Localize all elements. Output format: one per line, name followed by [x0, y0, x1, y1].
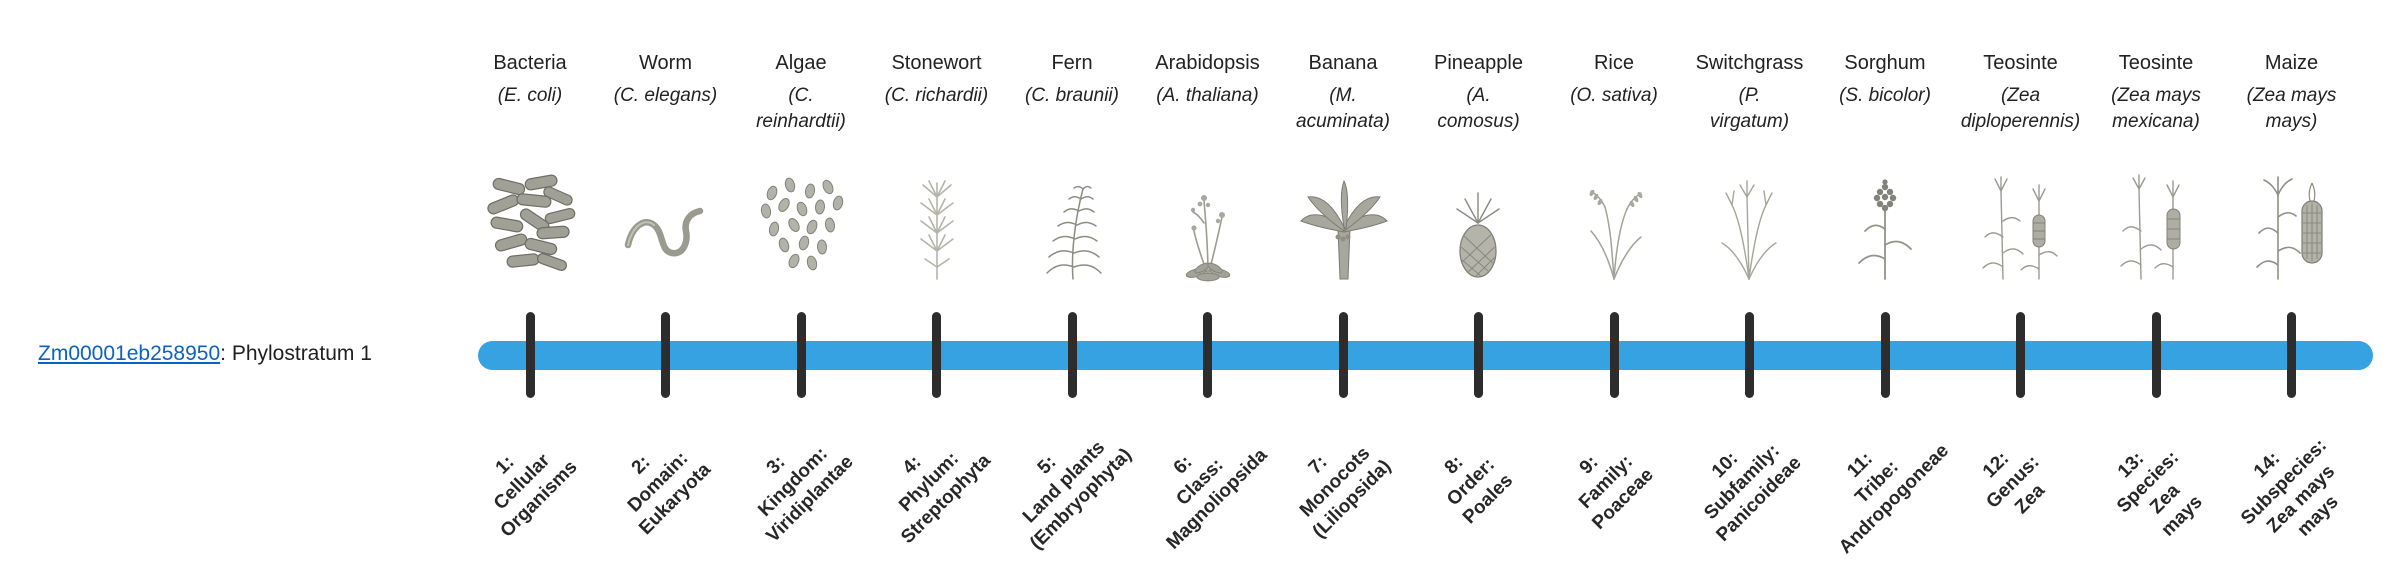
organism-name: Arabidopsis: [1155, 52, 1260, 74]
organism-scientific-name: (A. thaliana): [1156, 85, 1259, 106]
organism-column: Sorghum (S. bicolor): [1797, 52, 1973, 283]
rice-icon: [1526, 155, 1702, 283]
organism-column: Stonewort (C. richardii): [849, 52, 1025, 283]
organism-scientific-name: (M. acuminata): [1296, 85, 1390, 132]
phylostratum-label: 7: Monocots (Liliopsida): [1295, 442, 1396, 543]
organism-column: Worm (C. elegans): [578, 52, 754, 283]
teosinte-mexicana-icon: [2068, 155, 2244, 283]
maize-icon: [2204, 155, 2380, 283]
fern-icon: [984, 155, 1160, 283]
gene-link[interactable]: Zm00001eb258950: [38, 342, 221, 365]
organism-scientific-name: (P. virgatum): [1709, 85, 1790, 132]
phylostratum-label: 10: Subfamily: Panicoideae: [1699, 440, 1806, 546]
phylostratum-timeline-bar: [478, 341, 2373, 370]
phylostratum-label: 1: Cellular Organisms: [489, 450, 582, 542]
phylostratum-label: 6: Class: Magnoliopsida: [1162, 444, 1271, 554]
organism-scientific-name: (C. elegans): [613, 85, 718, 106]
organism-name: Maize: [2264, 52, 2319, 74]
pineapple-icon: [1391, 155, 1567, 283]
organism-column: Banana (M. acuminata): [1255, 52, 1431, 283]
phylostratum-label: 9: Family: Poaceae: [1575, 451, 1658, 534]
sorghum-icon: [1797, 155, 1973, 283]
organism-name: Sorghum: [1844, 52, 1926, 74]
phylostratum-label: 2: Domain: Eukaryota: [623, 447, 715, 539]
phylostratum-label: 4: Phylum: Streptophyta: [894, 448, 995, 548]
gene-stratum-text: : Phylostratum 1: [220, 342, 372, 365]
organism-name: Bacteria: [493, 52, 567, 74]
organism-name: Worm: [639, 52, 692, 74]
phylostratum-label: 8: Order: Poales: [1440, 451, 1517, 529]
organism-scientific-name: (C. braunii): [1025, 85, 1119, 106]
organism-scientific-name: (S. bicolor): [1839, 85, 1931, 106]
organism-column: Maize (Zea mays mays): [2204, 52, 2380, 283]
organism-name: Switchgrass: [1695, 52, 1804, 74]
organism-name: Rice: [1593, 52, 1634, 74]
organism-column: Rice (O. sativa): [1526, 52, 1702, 283]
organism-column: Fern (C. braunii): [984, 52, 1160, 283]
organism-name: Fern: [1051, 52, 1093, 74]
organism-scientific-name: (C. richardii): [884, 85, 989, 106]
organism-scientific-name: (O. sativa): [1570, 85, 1658, 106]
arabidopsis-icon: [1120, 155, 1296, 283]
organism-column: Arabidopsis (A. thaliana): [1120, 52, 1296, 283]
phylostratum-label: 3: Kingdom: Viridiplantae: [754, 443, 858, 547]
organism-name: Pineapple: [1434, 52, 1523, 74]
organism-column: Pineapple (A. comosus): [1391, 52, 1567, 283]
switchgrass-icon: [1662, 155, 1838, 283]
organism-scientific-name: (Zea diploperennis): [1960, 85, 2081, 132]
banana-icon: [1255, 155, 1431, 283]
phylostratum-label: 5: Land plants (Embryophyta): [1018, 436, 1136, 554]
organism-column: Bacteria (E. coli): [442, 52, 618, 283]
organism-column: Algae (C. reinhardtii): [713, 52, 889, 283]
gene-label: Zm00001eb258950: Phylostratum 1: [38, 342, 372, 366]
organism-scientific-name: (E. coli): [497, 85, 563, 106]
organism-scientific-name: (Zea mays mexicana): [2111, 85, 2201, 132]
phylostratum-label: 14: Subspecies: Zea mays mays: [2236, 435, 2342, 541]
phylostratum-label: 13: Species: Zea mays: [2112, 447, 2207, 541]
organism-scientific-name: (Zea mays mays): [2246, 85, 2337, 132]
organism-name: Teosinte: [2118, 52, 2194, 74]
phylostratum-label: 12: Genus: Zea: [1978, 448, 2049, 519]
organism-scientific-name: (A. comosus): [1437, 85, 1520, 132]
worm-icon: [578, 155, 754, 283]
organism-scientific-name: (C. reinhardtii): [756, 85, 846, 132]
stonewort-icon: [849, 155, 1025, 283]
bacteria-icon: [442, 155, 618, 283]
organism-column: Teosinte (Zea diploperennis): [1933, 52, 2109, 283]
organism-name: Teosinte: [1983, 52, 2058, 74]
organism-name: Algae: [775, 52, 827, 74]
organism-column: Teosinte (Zea mays mexicana): [2068, 52, 2244, 283]
organism-column: Switchgrass (P. virgatum): [1662, 52, 1838, 283]
organism-name: Banana: [1308, 52, 1378, 74]
algae-icon: [713, 155, 889, 283]
teosinte-diploperennis-icon: [1933, 155, 2109, 283]
organism-name: Stonewort: [891, 52, 982, 74]
phylostratum-label: 11: Tribe: Andropogoneae: [1835, 440, 1953, 558]
